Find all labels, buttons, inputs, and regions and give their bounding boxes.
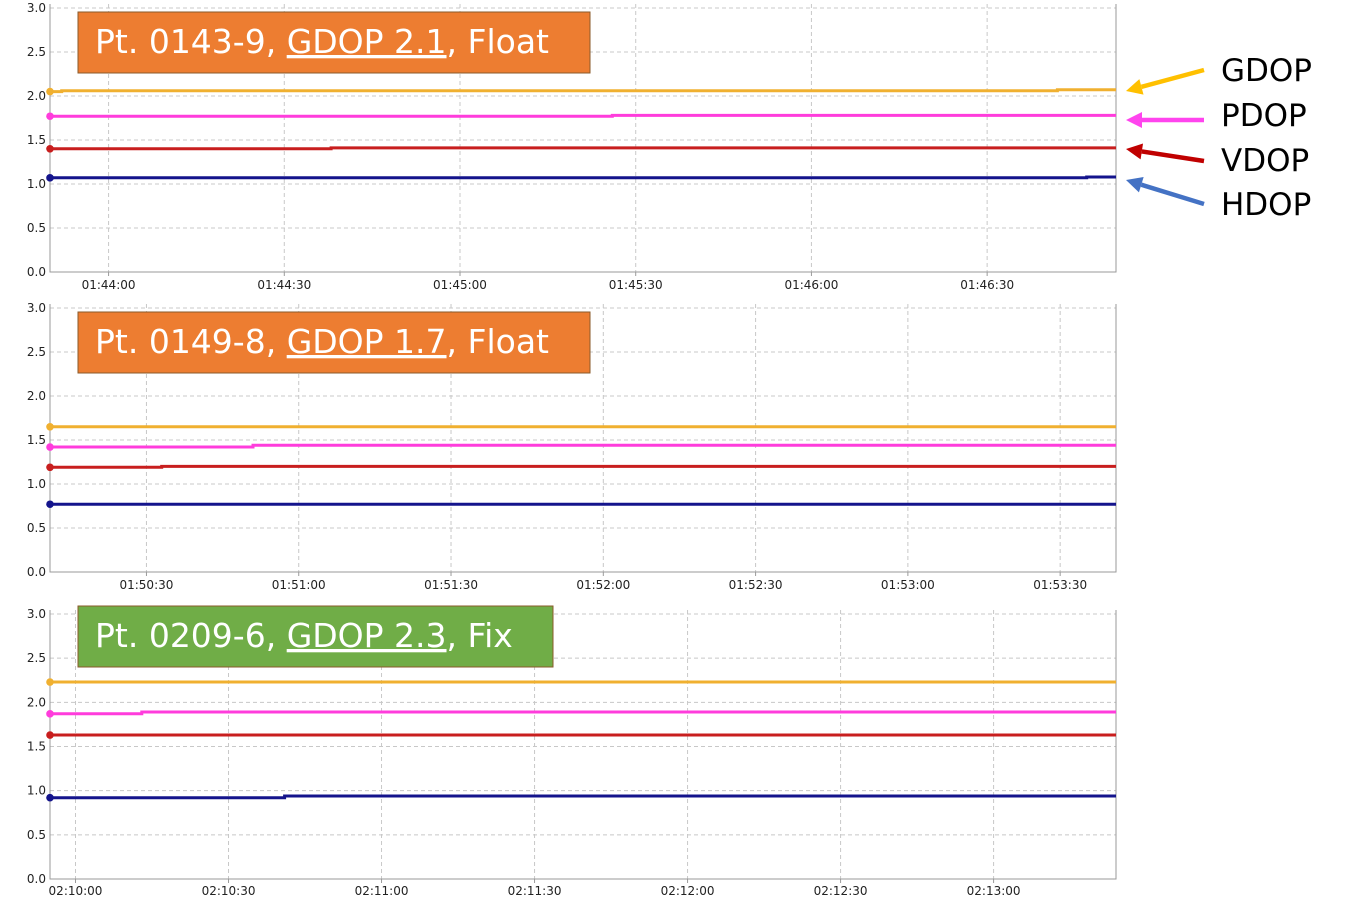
x-tick-label: 01:53:30	[1033, 578, 1087, 592]
series-start-point-pdop	[46, 443, 54, 451]
legend-arrowhead-pdop	[1126, 112, 1142, 128]
y-tick-label: 1.0	[27, 477, 46, 491]
legend-label-vdop: VDOP	[1221, 143, 1309, 179]
x-tick-label: 01:46:30	[960, 278, 1014, 292]
chart-panel-2: 0.0 0.5 1.0 1.5 2.0 2.5 3.0 01:50:30 01:51:00 01:…	[27, 301, 1117, 592]
y-tick-label: 1.5	[27, 433, 46, 447]
x-tick-label: 01:44:00	[82, 278, 136, 292]
x-tick-label: 01:51:30	[424, 578, 478, 592]
banner-point-id: Pt. 0143-9,	[95, 22, 287, 61]
x-tick-label: 01:45:30	[609, 278, 663, 292]
y-tick-label: 1.5	[27, 133, 46, 147]
series-start-point-pdop	[46, 710, 54, 718]
series-start-point-gdop	[46, 423, 54, 431]
banner-gdop-value: GDOP 2.1	[287, 22, 447, 61]
series-start-point-vdop	[46, 731, 54, 739]
legend-arrow-hdop	[1140, 182, 1205, 207]
banner-gdop-value: GDOP 2.3	[287, 616, 447, 655]
x-tick-label: 01:53:00	[881, 578, 935, 592]
chart-panel-1: 0.0 0.5 1.0 1.5 2.0 2.5 3.0 01:44:00 01:44:30 01:…	[27, 1, 1117, 292]
y-tick-label: 3.0	[27, 301, 46, 315]
plot-frame	[49, 610, 1117, 880]
legend-arrowhead-hdop	[1126, 177, 1144, 193]
banner-point-id: Pt. 0209-6,	[95, 616, 287, 655]
y-tick-label: 3.0	[27, 607, 46, 621]
banner-solution-type: , Float	[447, 22, 550, 61]
x-tick-label: 02:10:00	[49, 884, 103, 898]
plot-frame	[49, 304, 1117, 573]
x-tick-label: 01:46:00	[784, 278, 838, 292]
y-tick-label: 0.0	[27, 565, 46, 579]
legend-label-pdop: PDOP	[1221, 98, 1307, 134]
series-line-gdop	[50, 88, 1116, 94]
plot-frame	[49, 4, 1117, 273]
point-banner	[77, 11, 591, 74]
x-tick-label: 01:44:30	[257, 278, 311, 292]
series-line-pdop	[50, 710, 1116, 716]
series-start-point-gdop	[46, 87, 54, 96]
y-tick-label: 2.0	[27, 89, 46, 103]
banner-solution-type: , Fix	[447, 616, 513, 655]
x-tick-label: 02:13:00	[967, 884, 1021, 898]
chart-panel-3: 0.0 0.5 1.0 1.5 2.0 2.5 3.0 02:10:00 02:10:30 02:…	[27, 605, 1117, 898]
y-tick-label: 0.0	[27, 872, 46, 886]
series-line-pdop	[50, 113, 1116, 118]
x-tick-label: 02:11:00	[355, 884, 409, 898]
point-banner	[77, 311, 591, 374]
y-tick-label: 2.5	[27, 45, 46, 59]
banner-label: Pt. 0143-9, GDOP 2.1, Float	[95, 22, 549, 61]
series-start-point-vdop	[46, 145, 54, 153]
series-start-point-gdop	[46, 678, 54, 686]
legend-arrowhead-vdop	[1126, 143, 1144, 160]
banner-point-id: Pt. 0149-8,	[95, 322, 287, 361]
y-tick-label: 0.5	[27, 521, 46, 535]
y-tick-label: 1.5	[27, 740, 46, 754]
x-tick-label: 02:12:00	[661, 884, 715, 898]
banner-solution-type: , Float	[447, 322, 550, 361]
legend-label-hdop: HDOP	[1221, 187, 1311, 223]
legend-arrow-gdop	[1140, 67, 1205, 90]
series-start-point-hdop	[46, 174, 54, 182]
point-banner	[77, 605, 554, 668]
series-start-point-pdop	[46, 112, 54, 121]
y-tick-label: 1.0	[27, 177, 46, 191]
y-tick-label: 0.5	[27, 221, 46, 235]
y-tick-label: 2.5	[27, 651, 46, 665]
y-tick-label: 0.0	[27, 265, 46, 279]
legend: GDOP PDOP VDOP HDOP	[1126, 53, 1312, 223]
legend-arrowhead-gdop	[1126, 79, 1144, 95]
series-start-point-vdop	[46, 463, 54, 472]
x-tick-label: 02:11:30	[508, 884, 562, 898]
x-tick-label: 01:51:00	[272, 578, 326, 592]
series-line-hdop	[50, 175, 1116, 180]
series-start-point-hdop	[46, 500, 54, 509]
banner-label: Pt. 0149-8, GDOP 1.7, Float	[95, 322, 549, 361]
x-tick-label: 01:52:30	[729, 578, 783, 592]
x-tick-label: 02:10:30	[202, 884, 256, 898]
series-line-pdop	[50, 443, 1116, 449]
y-tick-label: 1.0	[27, 784, 46, 798]
y-tick-label: 0.5	[27, 828, 46, 842]
legend-arrow-vdop	[1141, 149, 1205, 164]
y-tick-label: 2.0	[27, 695, 46, 709]
y-tick-label: 3.0	[27, 1, 46, 15]
banner-gdop-value: GDOP 1.7	[287, 322, 447, 361]
banner-label: Pt. 0209-6, GDOP 2.3, Fix	[95, 616, 513, 655]
x-tick-label: 01:50:30	[119, 578, 173, 592]
series-start-point-hdop	[46, 793, 54, 802]
y-tick-label: 2.5	[27, 345, 46, 359]
x-tick-label: 02:12:30	[814, 884, 868, 898]
series-line-hdop	[50, 794, 1116, 800]
series-line-vdop	[50, 464, 1116, 469]
legend-label-gdop: GDOP	[1221, 53, 1312, 89]
series-line-vdop	[50, 146, 1116, 151]
x-tick-label: 01:52:00	[576, 578, 630, 592]
y-tick-label: 2.0	[27, 389, 46, 403]
x-tick-label: 01:45:00	[433, 278, 487, 292]
